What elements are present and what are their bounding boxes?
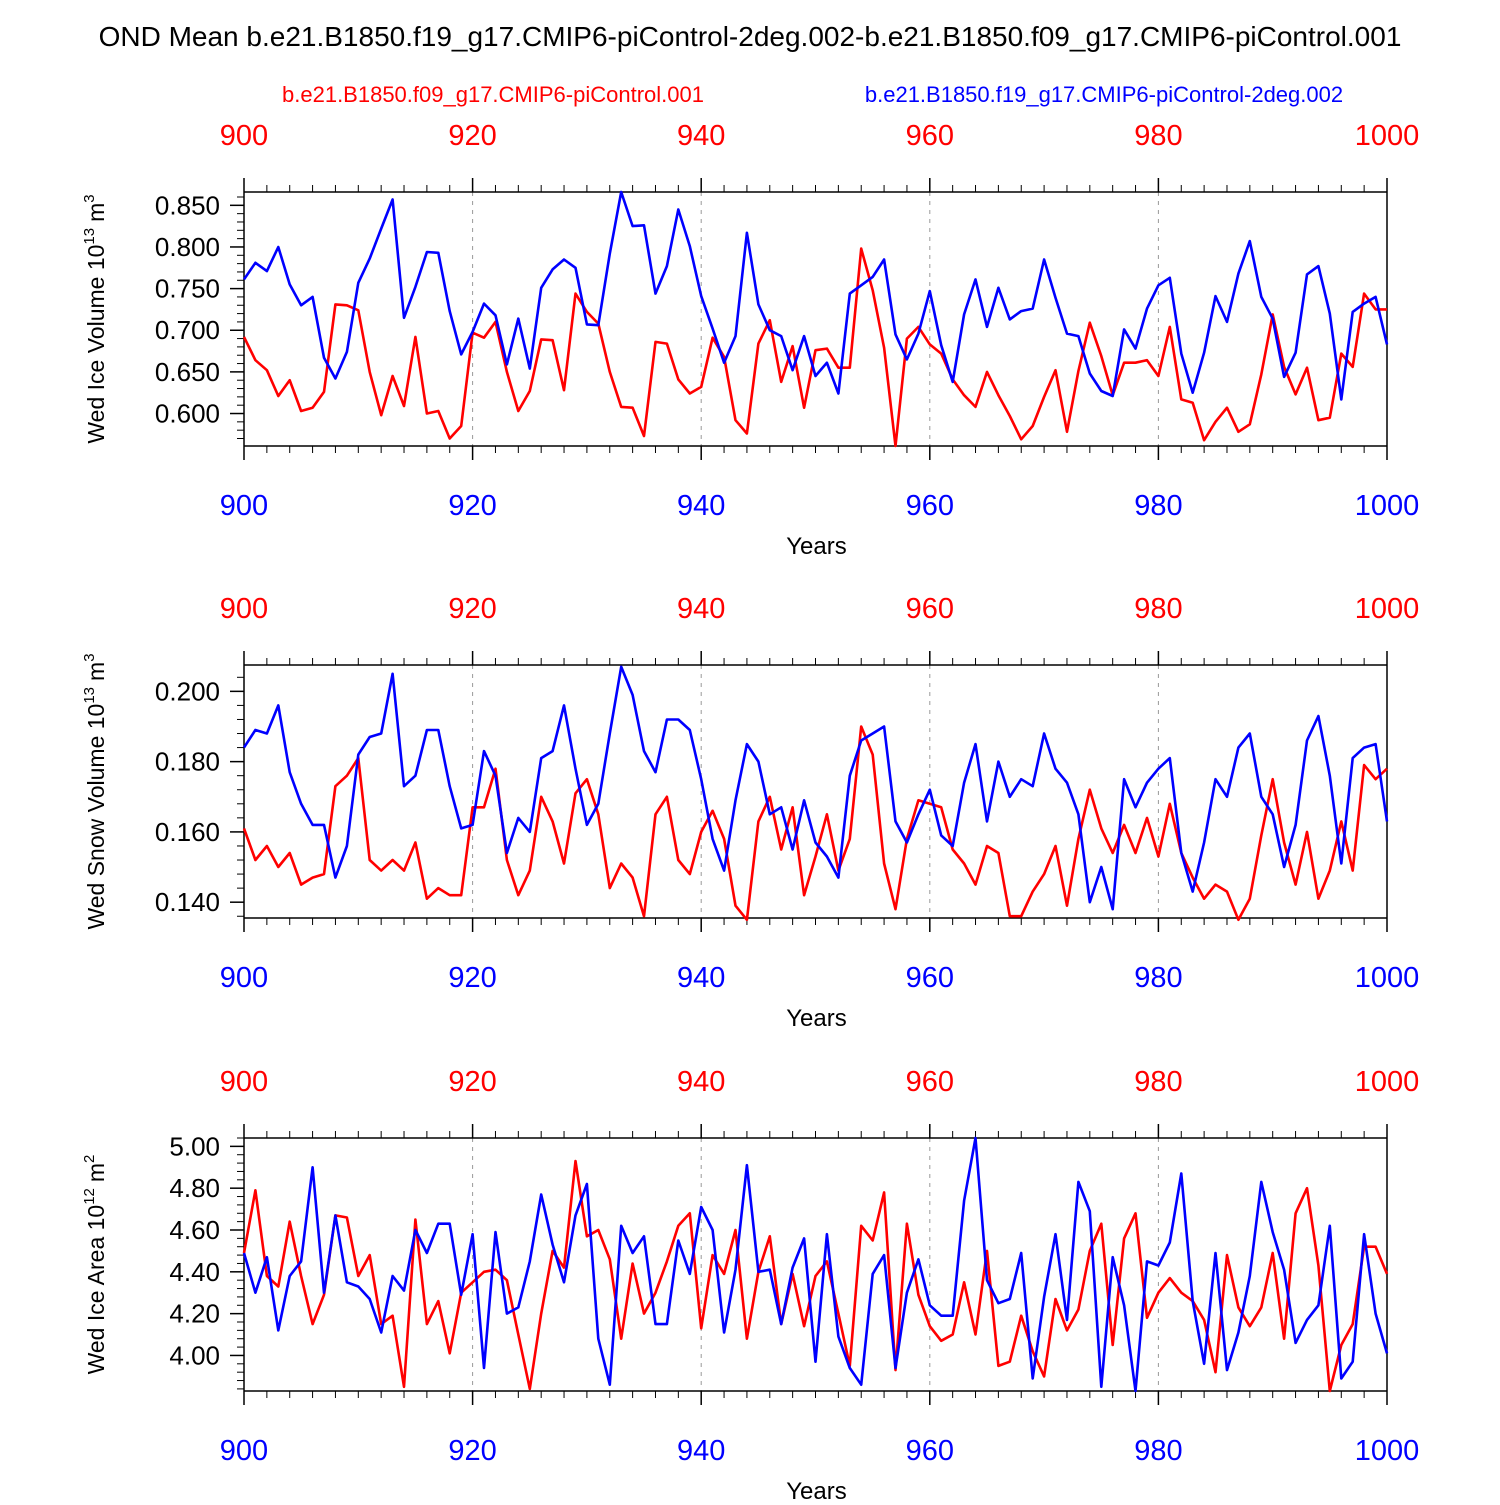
y-tick-label: 4.60 [169, 1215, 220, 1245]
series-line-blue [242, 190, 1389, 401]
y-axis-label-exponent: 13 [81, 687, 98, 704]
x-tick-label-bottom: 960 [906, 490, 954, 522]
x-tick-label-bottom: 940 [677, 962, 725, 994]
y-axis-label-unit: m [83, 1163, 109, 1182]
y-axis-label: Wed Ice Area 1012 m2 [81, 1155, 109, 1375]
legend-red-label: b.e21.B1850.f09_g17.CMIP6-piControl.001 [282, 82, 704, 107]
x-tick-label-bottom: 960 [906, 962, 954, 994]
legend-blue-label: b.e21.B1850.f19_g17.CMIP6-piControl-2deg… [865, 82, 1343, 107]
y-axis-label-exponent: 12 [81, 1188, 98, 1205]
x-axis-label: Years [786, 533, 847, 560]
y-axis-label-main: Wed Ice Area 10 [83, 1205, 109, 1375]
figure-title: OND Mean b.e21.B1850.f19_g17.CMIP6-piCon… [99, 21, 1402, 52]
x-tick-label-top: 940 [677, 1066, 725, 1098]
x-tick-label-bottom: 980 [1134, 490, 1182, 522]
x-tick-label-top: 900 [220, 120, 268, 152]
series-line-red [242, 725, 1388, 922]
x-tick-label-bottom: 980 [1134, 962, 1182, 994]
y-axis-label-unit: m [83, 203, 109, 222]
x-tick-label-top: 980 [1134, 120, 1182, 152]
x-tick-label-top: 900 [220, 1066, 268, 1098]
x-tick-label-top: 900 [220, 593, 268, 625]
x-axis-label: Years [786, 1005, 847, 1032]
y-tick-label: 0.750 [155, 274, 220, 304]
series-line-blue [242, 665, 1389, 911]
x-tick-label-top: 1000 [1355, 120, 1420, 152]
y-axis-label: Wed Ice Volume 1013 m3 [81, 194, 109, 443]
y-axis-label: Wed Snow Volume 1013 m3 [81, 653, 109, 929]
panel-3: 4.00 4.20 4.40 4.60 4.80 5.00 900 900 920 920 940 9… [81, 1066, 1420, 1505]
x-tick-label-bottom: 1000 [1355, 490, 1420, 522]
y-tick-label: 4.40 [169, 1257, 220, 1287]
x-tick-label-top: 960 [906, 120, 954, 152]
x-tick-label-top: 1000 [1355, 593, 1420, 625]
y-axis-label-main: Wed Snow Volume 10 [83, 704, 109, 930]
x-tick-label-top: 920 [448, 593, 496, 625]
y-axis-label-unit-exponent: 3 [81, 194, 98, 202]
y-axis-label-exponent: 13 [81, 228, 98, 245]
y-tick-label: 4.20 [169, 1299, 220, 1329]
y-tick-label: 0.600 [155, 399, 220, 429]
x-tick-label-bottom: 940 [677, 1435, 725, 1467]
y-tick-label: 0.700 [155, 315, 220, 345]
panel-1: 0.600 0.650 0.700 0.750 0.800 0.850 900 900 920 9… [81, 120, 1419, 560]
x-tick-label-top: 960 [906, 593, 954, 625]
y-tick-label: 0.140 [155, 887, 220, 917]
series-line-red [242, 1159, 1389, 1393]
y-tick-label: 5.00 [169, 1131, 220, 1161]
x-tick-label-top: 920 [448, 1066, 496, 1098]
y-tick-label: 0.800 [155, 232, 220, 262]
x-tick-label-bottom: 900 [220, 490, 268, 522]
y-axis-label-main: Wed Ice Volume 10 [83, 245, 109, 444]
y-tick-label: 0.160 [155, 817, 220, 847]
x-tick-label-top: 920 [448, 120, 496, 152]
x-tick-label-top: 940 [677, 120, 725, 152]
panels: 0.600 0.650 0.700 0.750 0.800 0.850 900 900 920 9… [81, 120, 1420, 1505]
x-tick-label-top: 940 [677, 593, 725, 625]
y-tick-label: 0.180 [155, 747, 220, 777]
y-tick-label: 4.80 [169, 1173, 220, 1203]
y-tick-label: 0.650 [155, 357, 220, 387]
y-axis-label-unit-exponent: 3 [81, 653, 98, 661]
x-tick-label-top: 980 [1134, 593, 1182, 625]
panel-2: 0.140 0.160 0.180 0.200 900 900 920 920 940 940 96… [81, 593, 1419, 1032]
x-tick-label-top: 960 [906, 1066, 954, 1098]
x-axis-label: Years [786, 1478, 847, 1500]
y-tick-label: 0.850 [155, 190, 220, 220]
x-tick-label-bottom: 920 [448, 962, 496, 994]
x-tick-label-bottom: 920 [448, 1435, 496, 1467]
x-tick-label-bottom: 920 [448, 490, 496, 522]
x-tick-label-bottom: 900 [220, 1435, 268, 1467]
x-tick-label-bottom: 1000 [1355, 1435, 1420, 1467]
x-tick-label-bottom: 1000 [1355, 962, 1420, 994]
y-tick-label: 0.200 [155, 676, 220, 706]
x-tick-label-bottom: 960 [906, 1435, 954, 1467]
series-line-blue [242, 1136, 1389, 1393]
x-tick-label-top: 980 [1134, 1066, 1182, 1098]
y-axis-label-unit-exponent: 2 [81, 1155, 98, 1163]
y-axis-label-unit: m [83, 662, 109, 681]
y-tick-label: 4.00 [169, 1340, 220, 1370]
x-tick-label-top: 1000 [1355, 1066, 1420, 1098]
x-tick-label-bottom: 940 [677, 490, 725, 522]
series-line-red [242, 247, 1387, 448]
x-tick-label-bottom: 900 [220, 962, 268, 994]
x-tick-label-bottom: 980 [1134, 1435, 1182, 1467]
